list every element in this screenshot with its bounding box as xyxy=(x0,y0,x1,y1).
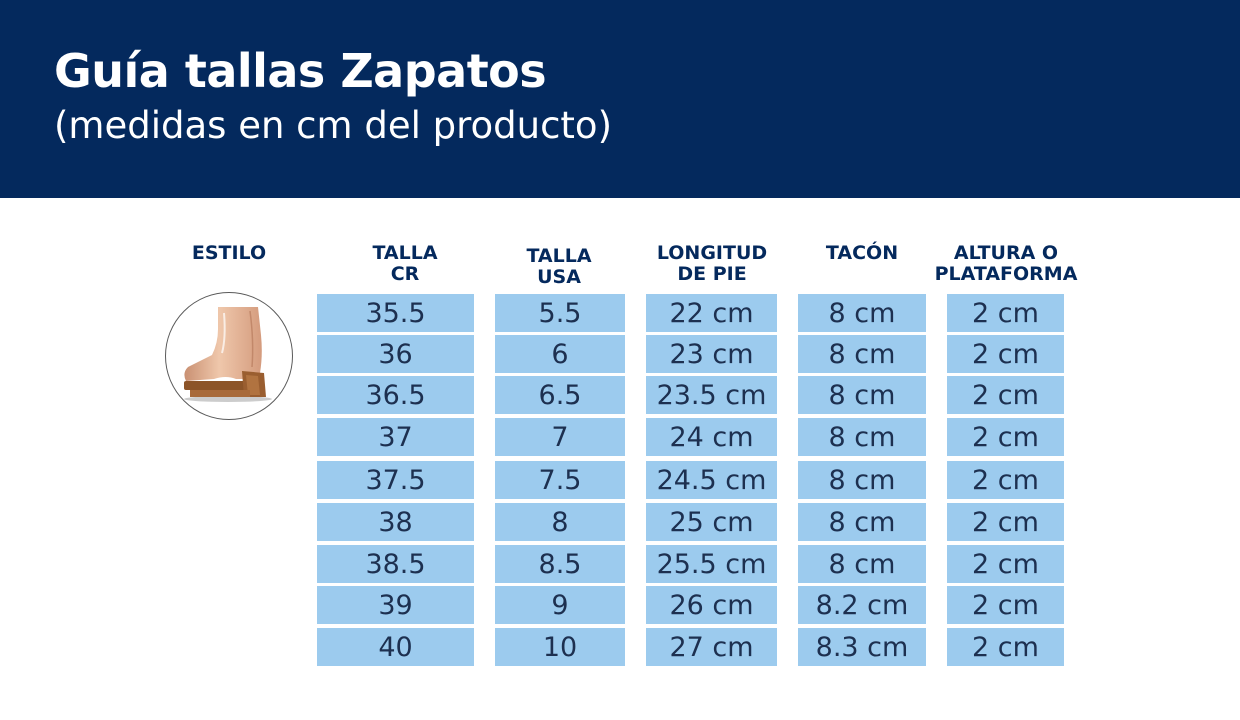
cell-longitud-de-pie: 25.5 cm xyxy=(646,545,777,583)
cell-altura-plataforma: 2 cm xyxy=(947,335,1064,373)
cell-tacon: 8 cm xyxy=(798,335,926,373)
column-header-altura-plataforma: ALTURA O PLATAFORMA xyxy=(934,242,1078,285)
column-header-talla-cr: TALLA CR xyxy=(372,242,438,285)
cell-longitud-de-pie: 26 cm xyxy=(646,586,777,624)
page-subtitle: (medidas en cm del producto) xyxy=(54,104,612,147)
cell-altura-plataforma: 2 cm xyxy=(947,628,1064,666)
cell-talla-usa: 10 xyxy=(495,628,625,666)
ankle-boot-icon xyxy=(184,307,272,402)
cell-longitud-de-pie: 22 cm xyxy=(646,294,777,332)
cell-longitud-de-pie: 27 cm xyxy=(646,628,777,666)
cell-tacon: 8.3 cm xyxy=(798,628,926,666)
cell-altura-plataforma: 2 cm xyxy=(947,545,1064,583)
cell-talla-cr: 35.5 xyxy=(317,294,474,332)
cell-altura-plataforma: 2 cm xyxy=(947,586,1064,624)
cell-tacon: 8 cm xyxy=(798,294,926,332)
cell-talla-cr: 39 xyxy=(317,586,474,624)
cell-altura-plataforma: 2 cm xyxy=(947,376,1064,414)
column-header-talla-usa: TALLA USA xyxy=(526,245,592,288)
cell-altura-plataforma: 2 cm xyxy=(947,503,1064,541)
cell-longitud-de-pie: 23.5 cm xyxy=(646,376,777,414)
cell-talla-cr: 36.5 xyxy=(317,376,474,414)
cell-talla-cr: 37.5 xyxy=(317,461,474,499)
page-title: Guía tallas Zapatos xyxy=(54,44,547,98)
cell-talla-usa: 8 xyxy=(495,503,625,541)
cell-tacon: 8 cm xyxy=(798,461,926,499)
cell-talla-usa: 9 xyxy=(495,586,625,624)
cell-altura-plataforma: 2 cm xyxy=(947,418,1064,456)
style-image-frame xyxy=(165,292,293,420)
style-column-header: ESTILO xyxy=(191,242,267,264)
cell-talla-usa: 6.5 xyxy=(495,376,625,414)
header-banner: Guía tallas Zapatos (medidas en cm del p… xyxy=(0,0,1240,198)
cell-tacon: 8 cm xyxy=(798,418,926,456)
cell-talla-cr: 37 xyxy=(317,418,474,456)
cell-talla-cr: 38 xyxy=(317,503,474,541)
cell-longitud-de-pie: 25 cm xyxy=(646,503,777,541)
cell-altura-plataforma: 2 cm xyxy=(947,294,1064,332)
column-header-tacon: TACÓN xyxy=(825,242,899,264)
cell-talla-cr: 38.5 xyxy=(317,545,474,583)
cell-longitud-de-pie: 23 cm xyxy=(646,335,777,373)
cell-talla-cr: 36 xyxy=(317,335,474,373)
column-header-longitud-de-pie: LONGITUD DE PIE xyxy=(656,242,768,285)
cell-talla-usa: 7.5 xyxy=(495,461,625,499)
cell-talla-cr: 40 xyxy=(317,628,474,666)
cell-longitud-de-pie: 24 cm xyxy=(646,418,777,456)
cell-altura-plataforma: 2 cm xyxy=(947,461,1064,499)
cell-tacon: 8 cm xyxy=(798,545,926,583)
cell-talla-usa: 7 xyxy=(495,418,625,456)
cell-talla-usa: 8.5 xyxy=(495,545,625,583)
cell-tacon: 8.2 cm xyxy=(798,586,926,624)
cell-longitud-de-pie: 24.5 cm xyxy=(646,461,777,499)
cell-tacon: 8 cm xyxy=(798,503,926,541)
cell-talla-usa: 5.5 xyxy=(495,294,625,332)
cell-talla-usa: 6 xyxy=(495,335,625,373)
cell-tacon: 8 cm xyxy=(798,376,926,414)
